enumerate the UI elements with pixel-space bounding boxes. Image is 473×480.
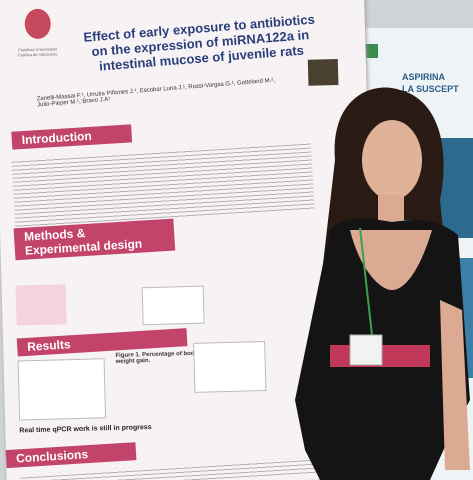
lanyard [359,227,373,336]
arm [440,300,470,470]
neck [378,195,404,225]
side-title: ASPIRINA [402,72,446,82]
side-subtitle: LA SUSCEPT [402,84,459,94]
face [362,120,422,200]
chest [350,230,432,290]
badge [349,334,383,366]
